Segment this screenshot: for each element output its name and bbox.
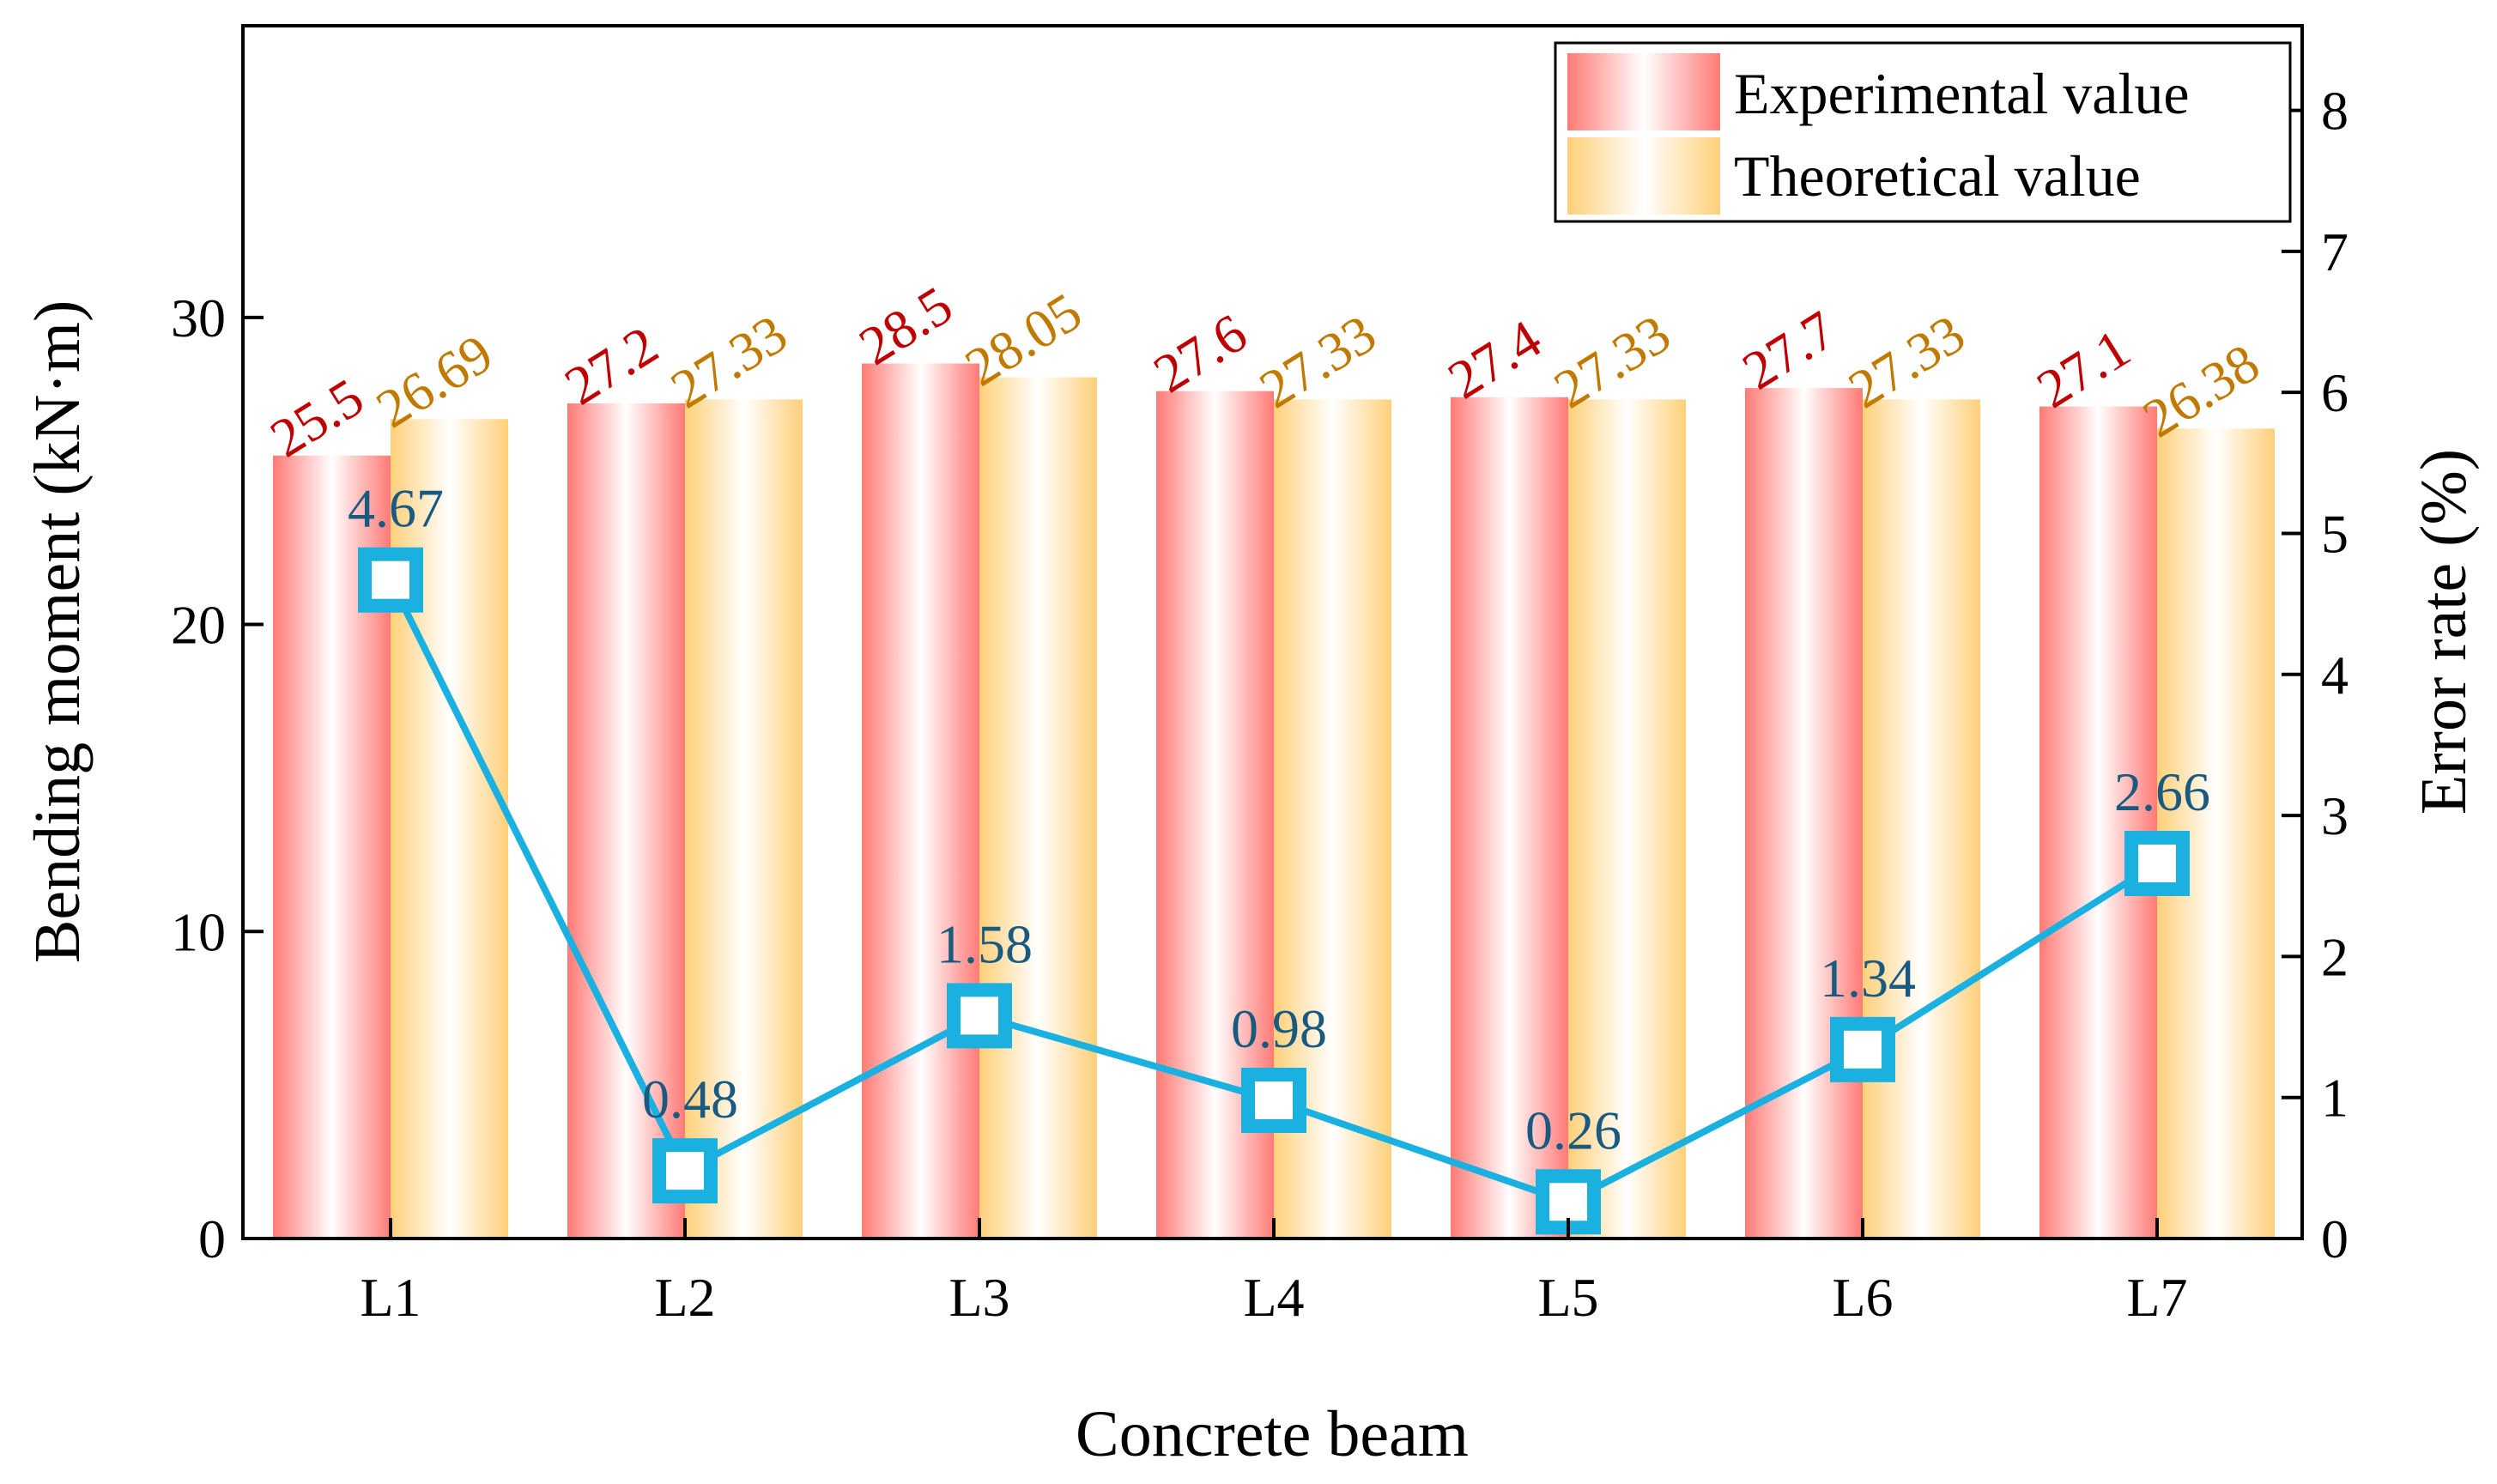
x-tick-label-L7: L7 bbox=[2126, 1267, 2187, 1328]
x-tick-label-L5: L5 bbox=[1537, 1267, 1598, 1328]
y2-axis-title: Error rate (%) bbox=[2408, 449, 2480, 815]
error-marker-L7 bbox=[2124, 830, 2190, 896]
y2-tick-label-8: 8 bbox=[2321, 81, 2349, 142]
bar-experimental-L5 bbox=[1451, 397, 1568, 1239]
error-marker-L3 bbox=[947, 983, 1012, 1049]
bars-layer bbox=[273, 363, 2275, 1239]
x-tick-label-L4: L4 bbox=[1243, 1267, 1304, 1328]
error-marker-L4 bbox=[1241, 1067, 1306, 1133]
bar-label-experimental-L7: 27.1 bbox=[2027, 318, 2141, 421]
y-axis-title: Bending moment (kN·m) bbox=[21, 300, 94, 964]
y2-tick-label-0: 0 bbox=[2321, 1208, 2349, 1269]
bar-theoretical-L5 bbox=[1568, 399, 1686, 1239]
y-tick-label-0: 0 bbox=[198, 1208, 226, 1269]
error-label-L7: 2.66 bbox=[2114, 761, 2210, 822]
error-marker-L2 bbox=[652, 1138, 718, 1204]
error-marker-L1 bbox=[358, 547, 423, 613]
y2-tick-label-6: 6 bbox=[2321, 362, 2349, 423]
legend-label-theoretical: Theoretical value bbox=[1734, 143, 2141, 209]
bar-label-experimental-L1: 25.5 bbox=[260, 366, 374, 469]
error-marker-L6 bbox=[1830, 1016, 1895, 1082]
y-tick-label-10: 10 bbox=[171, 901, 226, 962]
x-tick-label-L6: L6 bbox=[1832, 1267, 1893, 1328]
error-label-L4: 0.98 bbox=[1231, 998, 1327, 1059]
x-tick-label-L2: L2 bbox=[654, 1267, 715, 1328]
error-labels-layer: 4.67 0.48 1.58 0.98 0.26 1.34 2.66 bbox=[348, 478, 2210, 1161]
y2-tick-label-1: 1 bbox=[2321, 1068, 2349, 1129]
y2-tick-label-2: 2 bbox=[2321, 926, 2349, 987]
bar-experimental-L6 bbox=[1745, 388, 1863, 1239]
y-tick-label-30: 30 bbox=[171, 288, 226, 348]
y-tick-label-20: 20 bbox=[171, 595, 226, 656]
bar-experimental-L3 bbox=[862, 363, 979, 1239]
x-axis-ticks: L1 L2 L3 L4 L5 L6 L7 bbox=[360, 1218, 2188, 1328]
bar-theoretical-L2 bbox=[685, 399, 803, 1239]
error-line-layer bbox=[358, 547, 2190, 1235]
bar-label-experimental-L2: 27.2 bbox=[555, 314, 669, 417]
bar-label-experimental-L3: 28.5 bbox=[849, 274, 963, 377]
bar-theoretical-L6 bbox=[1863, 399, 1980, 1239]
y2-tick-label-7: 7 bbox=[2321, 221, 2349, 282]
y2-tick-label-3: 3 bbox=[2321, 785, 2349, 846]
legend-swatch-theoretical bbox=[1567, 137, 1720, 215]
bar-experimental-L2 bbox=[567, 403, 685, 1239]
bar-label-experimental-L4: 27.6 bbox=[1143, 302, 1258, 405]
legend: Experimental value Theoretical value bbox=[1554, 41, 2292, 223]
error-label-L5: 0.26 bbox=[1525, 1099, 1621, 1160]
x-tick-label-L1: L1 bbox=[360, 1267, 421, 1328]
left-axis-ticks: 0 10 20 30 bbox=[171, 288, 264, 1269]
x-axis-title: Concrete beam bbox=[1076, 1398, 1469, 1470]
bar-theoretical-L3 bbox=[979, 377, 1097, 1239]
bar-label-experimental-L5: 27.4 bbox=[1438, 308, 1552, 411]
error-label-L2: 0.48 bbox=[642, 1069, 738, 1130]
bar-theoretical-L1 bbox=[391, 419, 508, 1239]
legend-label-experimental: Experimental value bbox=[1734, 61, 2190, 126]
x-tick-label-L3: L3 bbox=[948, 1267, 1009, 1328]
bar-experimental-L7 bbox=[2039, 406, 2157, 1239]
error-label-L6: 1.34 bbox=[1820, 948, 1916, 1009]
right-axis-ticks: 0 1 2 3 4 5 6 7 8 bbox=[2282, 81, 2349, 1269]
y2-tick-label-5: 5 bbox=[2321, 503, 2349, 564]
error-label-L1: 4.67 bbox=[348, 478, 444, 539]
y2-tick-label-4: 4 bbox=[2321, 645, 2349, 706]
legend-swatch-experimental bbox=[1567, 53, 1720, 130]
bar-label-experimental-L6: 27.7 bbox=[1732, 299, 1846, 402]
error-label-L3: 1.58 bbox=[936, 913, 1033, 974]
